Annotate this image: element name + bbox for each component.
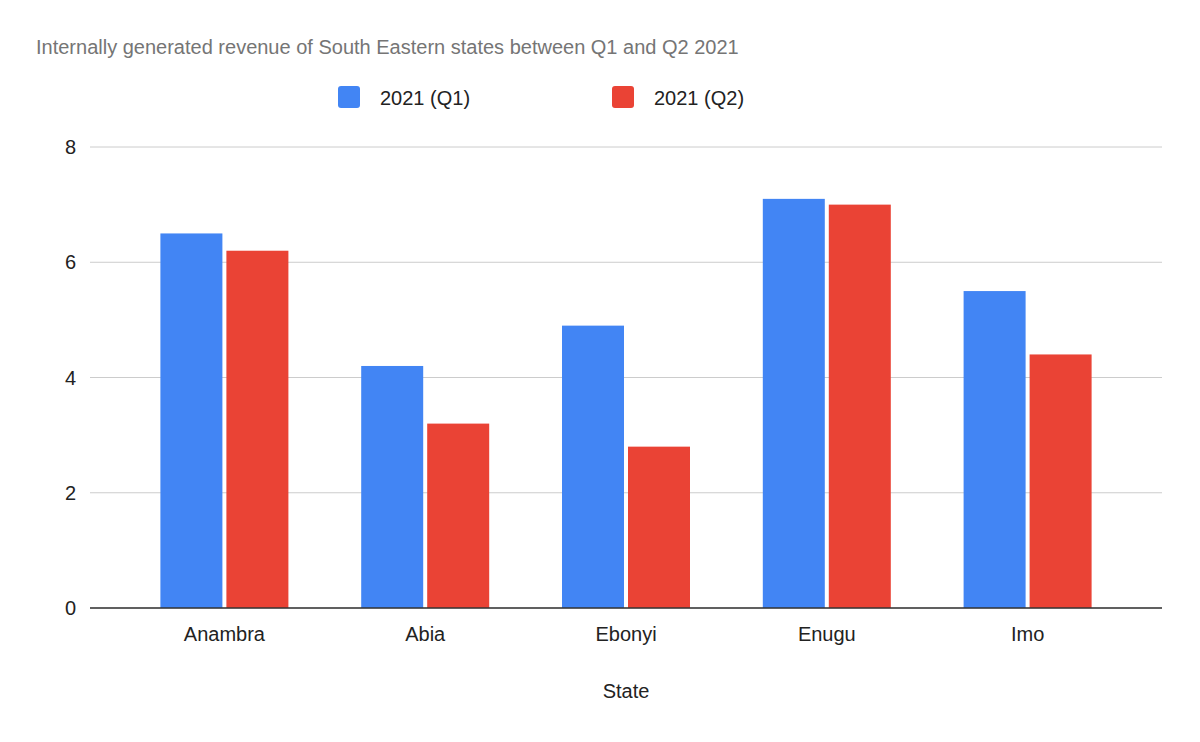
y-tick-label: 4 (65, 367, 76, 389)
bar (763, 199, 825, 608)
legend-swatch (612, 86, 634, 108)
x-tick-label: Imo (1011, 623, 1044, 645)
chart-container: Internally generated revenue of South Ea… (0, 0, 1200, 742)
legend-label: 2021 (Q2) (654, 87, 744, 109)
y-tick-label: 8 (65, 136, 76, 158)
bar (964, 291, 1026, 608)
grid-line (90, 608, 1162, 609)
legend: 2021 (Q1) 2021 (Q2) (338, 86, 744, 109)
bar (160, 233, 222, 608)
bar (628, 447, 690, 608)
legend-swatch (338, 86, 360, 108)
bar (1030, 354, 1092, 608)
x-axis-line (90, 607, 1162, 609)
chart-svg: Internally generated revenue of South Ea… (0, 0, 1200, 742)
y-tick-label: 2 (65, 482, 76, 504)
chart-title: Internally generated revenue of South Ea… (36, 36, 739, 58)
x-tick-label: Enugu (798, 623, 856, 645)
y-tick-label: 0 (65, 597, 76, 619)
grid: 0 2 4 6 8 (65, 136, 1162, 619)
legend-label: 2021 (Q1) (380, 87, 470, 109)
x-tick-label: Anambra (184, 623, 266, 645)
x-tick-label: Abia (405, 623, 446, 645)
x-axis-label: State (603, 680, 650, 702)
bar (427, 424, 489, 608)
x-tick-label: Ebonyi (595, 623, 656, 645)
bar (361, 366, 423, 608)
bars (160, 199, 1091, 608)
bar (226, 251, 288, 608)
grid-line (90, 147, 1162, 148)
y-tick-label: 6 (65, 251, 76, 273)
bar (562, 326, 624, 608)
bar (829, 205, 891, 608)
